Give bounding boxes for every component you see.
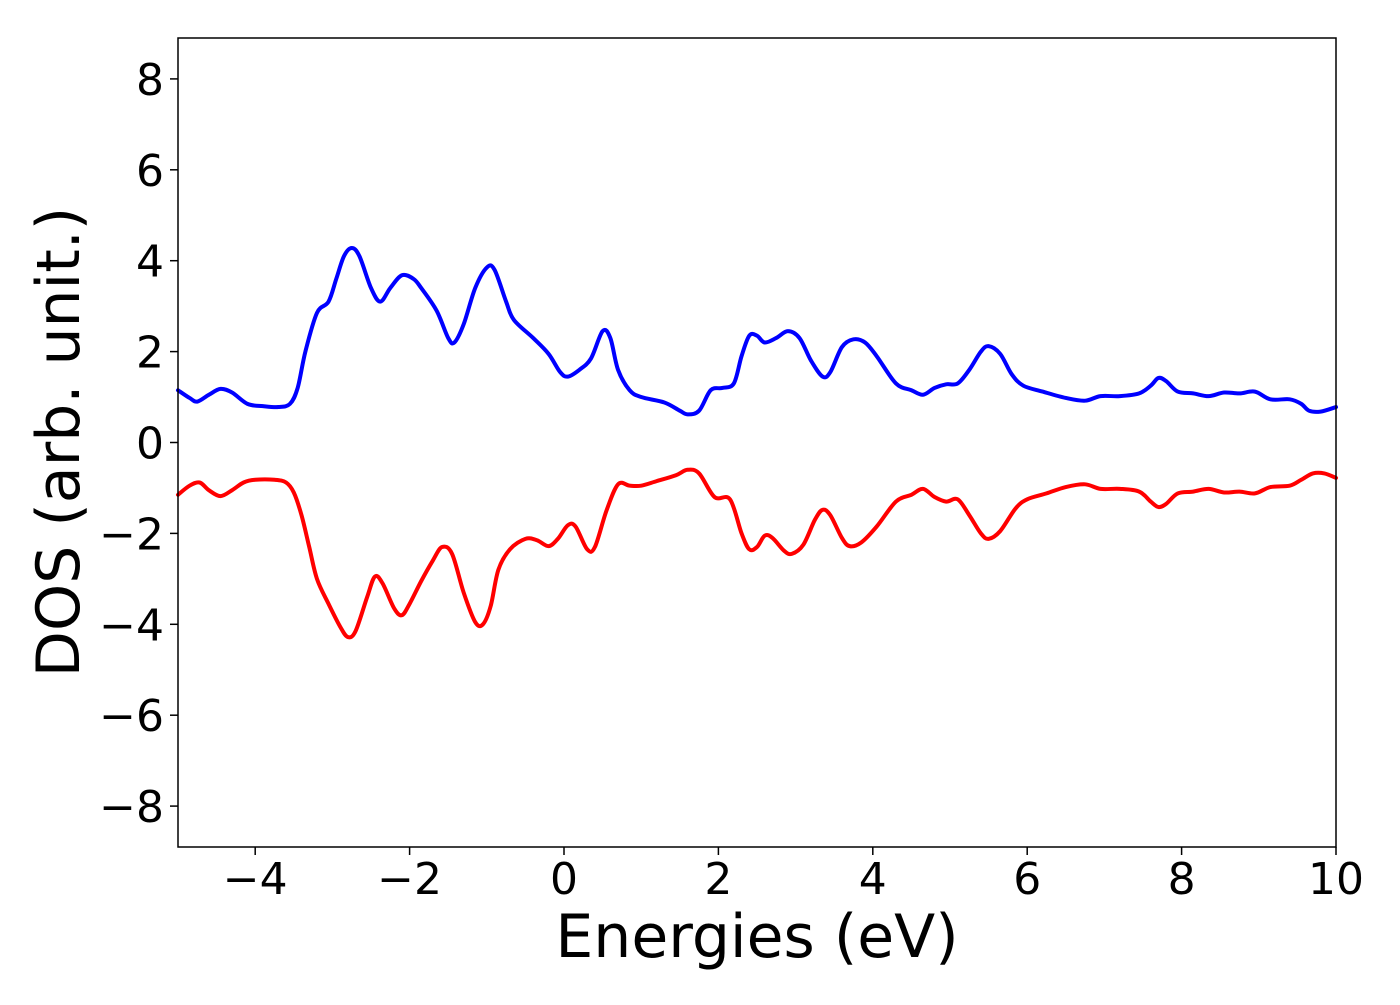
x-tick-label: 4 [859, 854, 887, 905]
y-tick-label: 6 [136, 146, 164, 197]
series-line-1 [176, 245, 1338, 417]
y-tick-label: −6 [99, 691, 164, 742]
y-tick-label: −2 [99, 509, 164, 560]
y-tick-label: 4 [136, 237, 164, 288]
y-tick-label: −8 [99, 782, 164, 833]
y-tick-label: 0 [136, 419, 164, 470]
plot-area [178, 38, 1336, 847]
y-tick-label: 2 [136, 328, 164, 379]
y-axis-ticks: 8 6 4 2 0 −2 −4 −6 −8 [99, 55, 178, 833]
x-tick-label: −2 [377, 854, 442, 905]
x-tick-label: 2 [704, 854, 732, 905]
x-axis-ticks: −4 −2 0 2 4 6 8 10 [223, 847, 1364, 905]
x-axis-label: Energies (eV) [555, 902, 958, 972]
series-layer [176, 245, 1338, 640]
y-axis-label: DOS (arb. unit.) [24, 207, 94, 677]
x-tick-label: 6 [1013, 854, 1041, 905]
x-tick-label: 10 [1308, 854, 1364, 905]
y-tick-label: 8 [136, 55, 164, 106]
y-tick-label: −4 [99, 600, 164, 651]
x-tick-label: 0 [550, 854, 578, 905]
x-tick-label: 8 [1168, 854, 1196, 905]
series-line-2 [176, 467, 1338, 640]
x-tick-label: −4 [223, 854, 288, 905]
